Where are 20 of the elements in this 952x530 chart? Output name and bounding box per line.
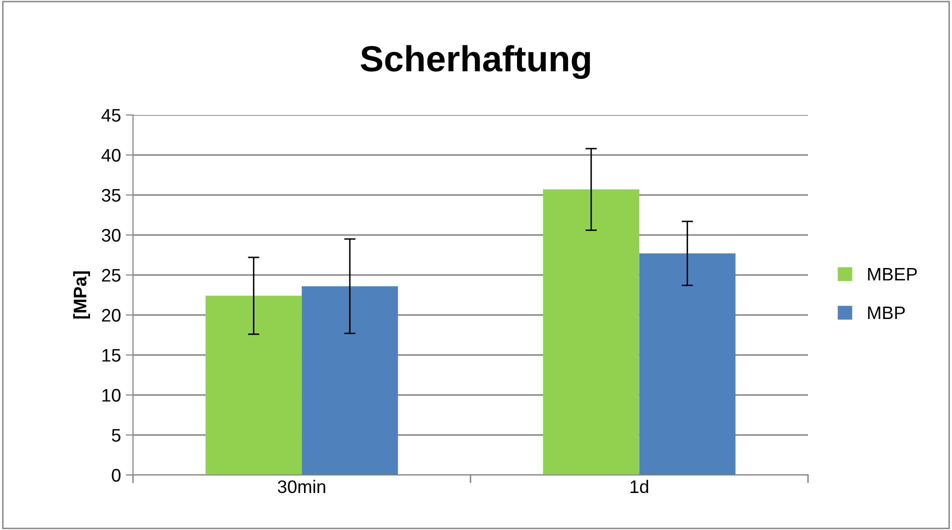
bar — [206, 296, 302, 475]
y-tick-label: 5 — [112, 429, 120, 442]
y-tick-label: 15 — [102, 349, 120, 362]
bar — [543, 189, 640, 475]
y-tick-label: 30 — [102, 228, 120, 242]
chart-title: Scherhaftung — [360, 45, 590, 79]
x-tick-label: 30min — [278, 480, 326, 494]
y-tick-label: 35 — [102, 188, 120, 202]
y-tick-label: 10 — [102, 388, 120, 402]
x-tick-label: 1d — [630, 480, 648, 494]
y-tick-label: 0 — [112, 468, 120, 482]
legend-label: MBEP — [868, 268, 917, 280]
y-axis-title: [MPa] — [73, 271, 90, 319]
y-tick-label: 45 — [102, 109, 120, 122]
y-tick-label: 40 — [102, 148, 120, 162]
legend-label: MBP — [868, 306, 905, 320]
y-tick-label: 25 — [102, 268, 120, 282]
bar — [302, 286, 398, 475]
y-tick-label: 20 — [102, 308, 120, 322]
bar — [639, 253, 736, 475]
